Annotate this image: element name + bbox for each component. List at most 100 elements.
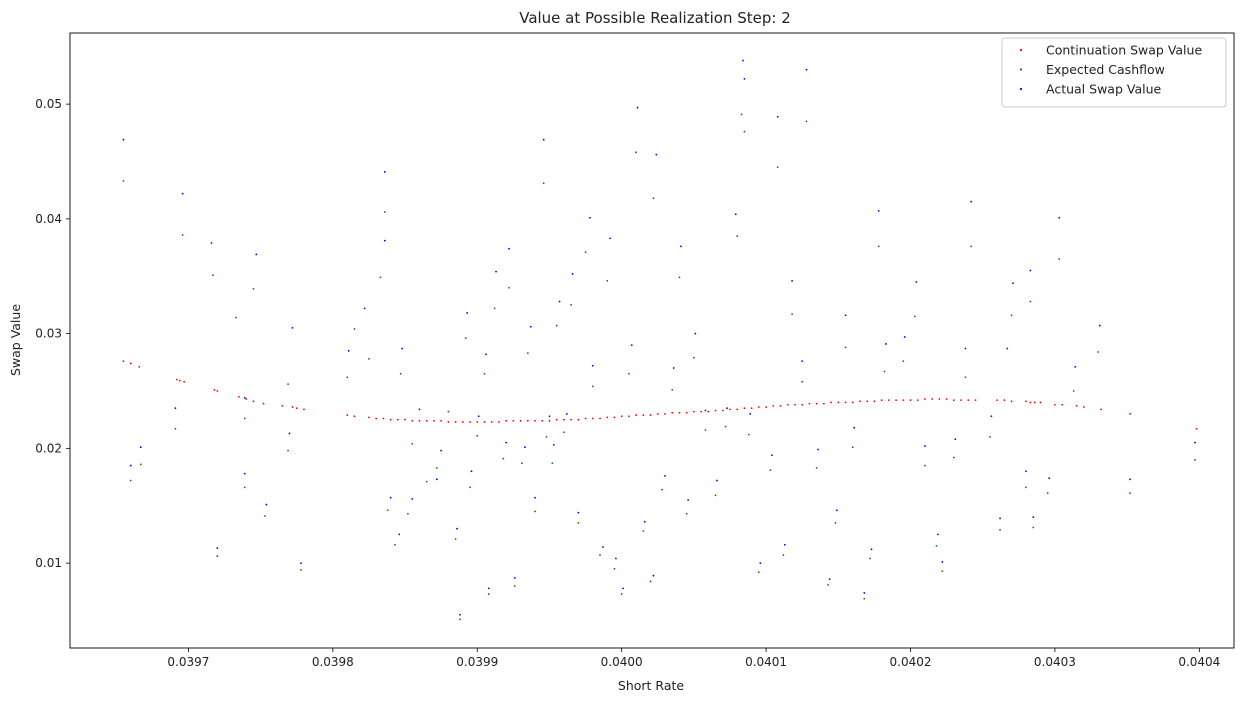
data-point xyxy=(300,562,302,564)
data-point xyxy=(655,153,658,156)
data-point xyxy=(599,554,601,556)
data-point xyxy=(265,503,268,506)
data-point xyxy=(447,421,450,423)
data-point xyxy=(622,587,625,590)
data-point xyxy=(1010,400,1013,403)
data-point xyxy=(235,316,237,319)
data-point xyxy=(347,349,350,352)
data-point xyxy=(476,434,479,437)
data-point xyxy=(383,239,386,242)
data-point xyxy=(346,414,349,416)
data-point xyxy=(877,209,880,212)
data-point xyxy=(679,245,682,248)
x-tick-label: 0.0404 xyxy=(1178,655,1220,669)
data-point xyxy=(411,497,414,500)
y-tick-label: 0.05 xyxy=(35,97,62,111)
data-point xyxy=(724,425,727,428)
data-point xyxy=(502,457,505,460)
data-point xyxy=(181,234,184,236)
data-point xyxy=(704,409,707,412)
data-point xyxy=(513,577,516,579)
legend-label: Expected Cashflow xyxy=(1046,62,1165,77)
legend-marker xyxy=(1019,87,1023,91)
data-point xyxy=(565,413,568,415)
data-point xyxy=(866,400,869,403)
data-point xyxy=(887,399,890,402)
data-point xyxy=(1129,413,1131,415)
data-point xyxy=(363,307,366,310)
data-point xyxy=(772,405,775,407)
data-point xyxy=(469,486,471,489)
x-tick-label: 0.0401 xyxy=(745,655,787,669)
data-point xyxy=(1010,314,1013,317)
data-point xyxy=(700,410,702,413)
data-point xyxy=(411,442,414,445)
data-point xyxy=(1194,441,1196,444)
data-point xyxy=(759,562,762,564)
data-point xyxy=(447,410,450,413)
data-point xyxy=(411,419,414,422)
data-point xyxy=(1032,516,1035,519)
data-point xyxy=(591,385,594,388)
data-point xyxy=(396,418,399,421)
data-point xyxy=(742,59,744,62)
data-point xyxy=(548,419,551,422)
data-point xyxy=(815,402,818,405)
data-point xyxy=(743,78,746,80)
data-point xyxy=(822,402,825,405)
data-point xyxy=(542,182,545,185)
data-point xyxy=(389,418,392,421)
data-point xyxy=(425,480,428,483)
data-point xyxy=(386,509,389,512)
data-point xyxy=(264,515,266,517)
data-point xyxy=(757,406,760,408)
data-point xyxy=(589,216,591,219)
data-point xyxy=(459,618,461,621)
data-point xyxy=(941,570,944,573)
data-point xyxy=(252,287,255,290)
data-point xyxy=(636,106,639,109)
data-point xyxy=(873,400,876,403)
data-point xyxy=(508,247,510,250)
legend-label: Actual Swap Value xyxy=(1046,82,1161,97)
x-tick-label: 0.0402 xyxy=(890,655,932,669)
data-point xyxy=(716,479,718,482)
data-point xyxy=(770,454,773,457)
data-point xyxy=(577,418,580,421)
data-point xyxy=(181,192,184,195)
data-point xyxy=(456,527,458,530)
data-point xyxy=(656,413,659,415)
data-point xyxy=(368,416,370,419)
data-point xyxy=(672,367,675,369)
data-point xyxy=(678,411,681,414)
data-point xyxy=(851,446,854,449)
data-point xyxy=(212,274,214,276)
data-point xyxy=(262,402,265,405)
data-point xyxy=(122,180,125,182)
data-point xyxy=(635,414,638,416)
data-point xyxy=(687,499,689,501)
data-point xyxy=(830,401,832,404)
data-point xyxy=(291,326,294,329)
data-point xyxy=(477,415,480,418)
data-point xyxy=(602,546,604,548)
data-point xyxy=(505,419,508,422)
data-point xyxy=(1082,406,1085,408)
data-point xyxy=(174,407,177,410)
data-point xyxy=(729,408,731,411)
data-point xyxy=(844,401,847,404)
data-point xyxy=(368,357,370,360)
data-point xyxy=(483,421,486,423)
data-point xyxy=(425,419,428,422)
data-point xyxy=(743,130,746,133)
data-point xyxy=(757,571,760,574)
data-point xyxy=(620,415,623,418)
legend: Continuation Swap Value Expected Cashflow… xyxy=(1001,37,1227,108)
data-point xyxy=(1029,401,1032,404)
data-point xyxy=(791,313,793,316)
data-point xyxy=(122,138,125,141)
data-point xyxy=(529,325,532,328)
data-point xyxy=(970,245,973,248)
data-point xyxy=(183,380,185,383)
data-point xyxy=(487,593,490,595)
